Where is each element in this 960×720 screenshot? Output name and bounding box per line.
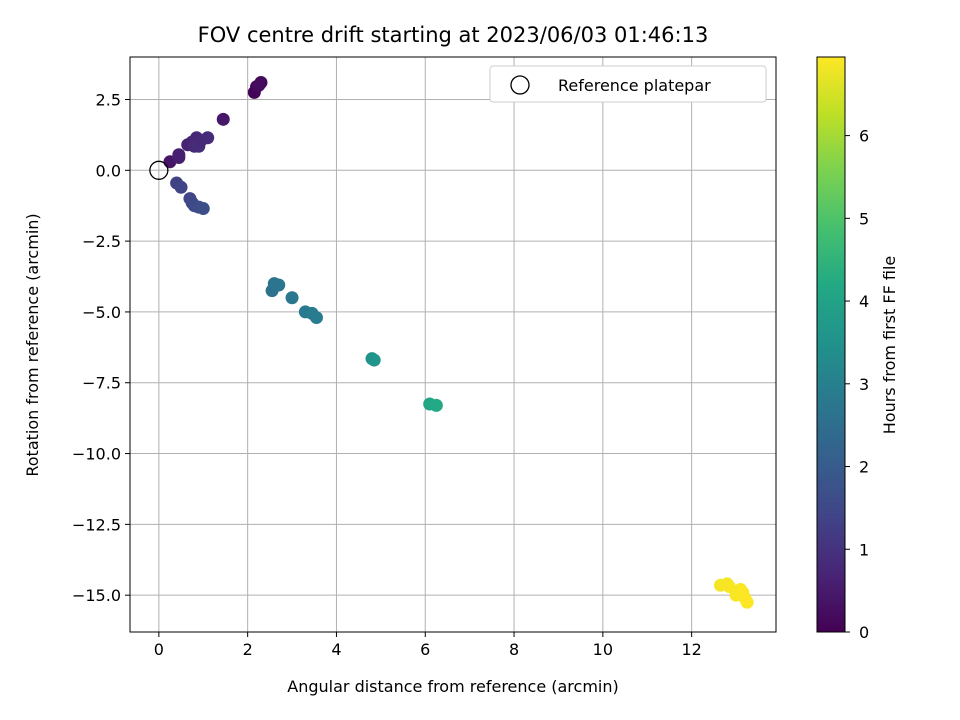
y-tick-label: −15.0	[72, 586, 121, 605]
colorbar-tick-label: 5	[859, 209, 869, 228]
colorbar-ticks: 0 1 2 3 4 5 6	[845, 127, 869, 642]
legend-label: Reference platepar	[558, 76, 711, 95]
data-point	[174, 180, 188, 194]
chart-title: FOV centre drift starting at 2023/06/03 …	[198, 23, 709, 47]
colorbar-tick-label: 4	[859, 292, 869, 311]
data-point	[740, 595, 754, 609]
y-axis-label: Rotation from reference (arcmin)	[23, 213, 42, 476]
legend: Reference platepar	[489, 65, 767, 103]
y-tick-label: −5.0	[82, 303, 121, 322]
colorbar: 0 1 2 3 4 5 6 Hours from first FF file	[816, 56, 899, 642]
x-axis-label: Angular distance from reference (arcmin)	[287, 677, 618, 696]
colorbar-tick-label: 0	[859, 623, 869, 642]
x-tick-label: 8	[509, 640, 519, 659]
legend-marker	[510, 75, 530, 95]
grid	[130, 57, 776, 632]
x-tick-label: 0	[154, 640, 164, 659]
data-point	[252, 78, 266, 92]
x-tick-label: 4	[331, 640, 341, 659]
x-axis-ticks: 0 2 4 6 8 10 12	[154, 632, 702, 659]
plot-frame	[129, 56, 777, 633]
data-point	[429, 398, 443, 412]
legend-box	[489, 65, 767, 103]
y-tick-label: −2.5	[82, 232, 121, 251]
data-point	[196, 202, 210, 216]
y-axis-ticks: 2.5 0.0 −2.5 −5.0 −7.5 −10.0 −12.5 −15.0	[72, 90, 130, 605]
data-point	[216, 112, 230, 126]
data-point	[285, 291, 299, 305]
colorbar-tick-label: 1	[859, 540, 869, 559]
x-tick-label: 6	[420, 640, 430, 659]
colorbar-tick-label: 2	[859, 458, 869, 477]
x-tick-label: 10	[593, 640, 613, 659]
x-tick-label: 2	[243, 640, 253, 659]
data-points	[163, 75, 754, 609]
x-tick-label: 12	[681, 640, 701, 659]
data-point	[309, 311, 323, 325]
colorbar-tick-label: 3	[859, 375, 869, 394]
y-tick-label: −7.5	[82, 374, 121, 393]
y-tick-label: 2.5	[96, 90, 121, 109]
colorbar-gradient	[816, 56, 846, 633]
data-point	[172, 148, 186, 162]
y-tick-label: 0.0	[96, 161, 121, 180]
data-point	[201, 131, 215, 145]
reference-marker	[149, 160, 169, 180]
y-tick-label: −10.0	[72, 445, 121, 464]
colorbar-label: Hours from first FF file	[880, 256, 899, 435]
data-point	[367, 353, 381, 367]
data-point	[272, 278, 286, 292]
y-tick-label: −12.5	[72, 515, 121, 534]
colorbar-tick-label: 6	[859, 127, 869, 146]
